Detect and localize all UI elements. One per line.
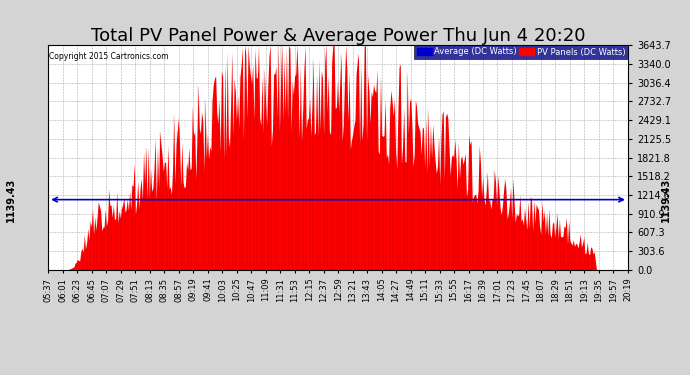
Text: 1139.43: 1139.43 [660,177,671,222]
Text: 1139.43: 1139.43 [6,177,16,222]
Title: Total PV Panel Power & Average Power Thu Jun 4 20:20: Total PV Panel Power & Average Power Thu… [91,27,585,45]
Legend: Average (DC Watts), PV Panels (DC Watts): Average (DC Watts), PV Panels (DC Watts) [414,45,628,59]
Text: Copyright 2015 Cartronics.com: Copyright 2015 Cartronics.com [49,52,168,61]
